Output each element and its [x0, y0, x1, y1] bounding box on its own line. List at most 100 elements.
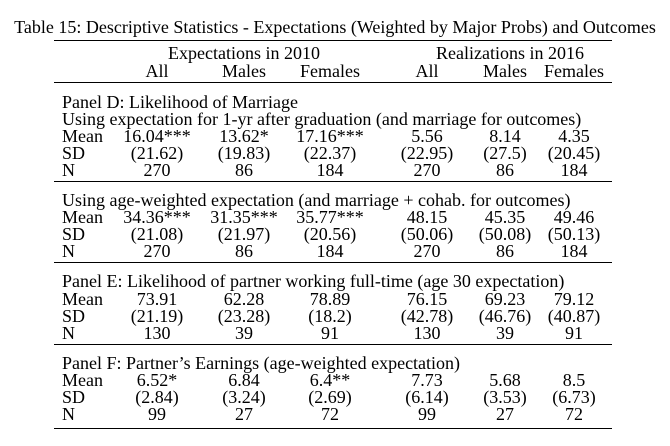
section-rule — [54, 181, 612, 182]
section-title: Panel D: Likelihood of Marriage — [62, 92, 298, 112]
table-cell: (50.13) — [547, 224, 601, 244]
table-cell: 7.73 — [411, 370, 443, 390]
row-label: Mean — [62, 207, 103, 227]
table-cell: (22.95) — [400, 143, 454, 163]
column-header: Females — [300, 61, 360, 81]
table-cell: 270 — [413, 241, 441, 261]
table-cell: 35.77*** — [296, 207, 364, 227]
table-cell: (6.14) — [405, 387, 449, 407]
table-cell: 86 — [235, 241, 253, 261]
row-label: Mean — [62, 126, 103, 146]
table-cell: 39 — [235, 323, 253, 343]
column-header: All — [415, 61, 439, 81]
table-cell: (20.45) — [547, 143, 601, 163]
table-cell: 8.14 — [489, 126, 521, 146]
table-cell: 99 — [418, 404, 436, 424]
table-cell: 86 — [496, 160, 514, 180]
table-cell: (42.78) — [400, 306, 454, 326]
table-cell: 45.35 — [484, 207, 526, 227]
row-label: Mean — [62, 370, 103, 390]
section-title: Panel F: Partner’s Earnings (age-weighte… — [62, 353, 461, 373]
table-cell: 34.36*** — [123, 207, 191, 227]
table-cell: (23.28) — [217, 306, 271, 326]
row-label: N — [62, 323, 75, 343]
section-rule — [54, 262, 612, 263]
section-rule — [54, 344, 612, 345]
table-cell: (6.73) — [552, 387, 596, 407]
column-header: Females — [544, 61, 604, 81]
table-cell: 270 — [143, 241, 171, 261]
table-cell: 16.04*** — [123, 126, 191, 146]
table-cell: (3.53) — [483, 387, 527, 407]
row-label: SD — [62, 143, 86, 163]
table-cell: 79.12 — [553, 289, 595, 309]
table-cell: (21.08) — [130, 224, 184, 244]
row-label: N — [62, 241, 75, 261]
table-cell: 72 — [321, 404, 339, 424]
table-cell: (50.08) — [478, 224, 532, 244]
table-cell: 27 — [496, 404, 514, 424]
header-rule — [54, 82, 612, 83]
table-cell: 48.15 — [406, 207, 448, 227]
table-cell: (2.84) — [135, 387, 179, 407]
table-cell: 62.28 — [223, 289, 265, 309]
table-cell: (20.56) — [303, 224, 357, 244]
table-cell: (46.76) — [478, 306, 532, 326]
table-cell: 39 — [496, 323, 514, 343]
table-cell: 184 — [316, 160, 344, 180]
table-cell: 130 — [413, 323, 441, 343]
table-cell: 8.5 — [562, 370, 586, 390]
column-header: All — [145, 61, 169, 81]
table-cell: (21.19) — [130, 306, 184, 326]
table-cell: 270 — [413, 160, 441, 180]
section-title: Panel E: Likelihood of partner working f… — [62, 271, 565, 291]
section-title: Using age-weighted expectation (and marr… — [62, 190, 571, 210]
table-cell: 5.68 — [489, 370, 521, 390]
table-cell: 99 — [148, 404, 166, 424]
table-cell: 184 — [316, 241, 344, 261]
table-cell: 49.46 — [553, 207, 595, 227]
table-cell: 6.52* — [136, 370, 178, 390]
table-cell: 72 — [565, 404, 583, 424]
group-header-expectations: Expectations in 2010 — [168, 43, 320, 63]
table-cell: 5.56 — [411, 126, 443, 146]
table-cell: 130 — [143, 323, 171, 343]
column-header: Males — [222, 61, 266, 81]
row-label: SD — [62, 387, 86, 407]
group-header-realizations: Realizations in 2016 — [436, 43, 584, 63]
table-cell: 4.35 — [558, 126, 590, 146]
table-caption: Table 15: Descriptive Statistics - Expec… — [14, 17, 656, 37]
table-cell: 31.35*** — [210, 207, 278, 227]
table-cell: 91 — [565, 323, 583, 343]
table-cell: 73.91 — [136, 289, 178, 309]
table-cell: (21.97) — [217, 224, 271, 244]
row-label: SD — [62, 224, 86, 244]
table-cell: (50.06) — [400, 224, 454, 244]
table-cell: 13.62* — [219, 126, 269, 146]
table-cell: 6.84 — [228, 370, 260, 390]
row-label: N — [62, 404, 75, 424]
table-cell: 270 — [143, 160, 171, 180]
row-label: SD — [62, 306, 86, 326]
column-header: Males — [483, 61, 527, 81]
table-cell: 76.15 — [406, 289, 448, 309]
table-cell: 17.16*** — [296, 126, 364, 146]
table-cell: (40.87) — [547, 306, 601, 326]
row-label: N — [62, 160, 75, 180]
table-cell: (22.37) — [303, 143, 357, 163]
table-cell: (2.69) — [308, 387, 352, 407]
table-cell: 184 — [560, 241, 588, 261]
table-cell: 91 — [321, 323, 339, 343]
table-cell: (3.24) — [222, 387, 266, 407]
top-rule — [54, 40, 612, 41]
table-cell: (21.62) — [130, 143, 184, 163]
table-cell: (18.2) — [308, 306, 352, 326]
table-cell: (27.5) — [483, 143, 527, 163]
section-subtitle: Using expectation for 1-yr after graduat… — [62, 109, 582, 129]
row-label: Mean — [62, 289, 103, 309]
table-cell: 69.23 — [484, 289, 526, 309]
bottom-rule — [54, 428, 612, 429]
table-cell: (19.83) — [217, 143, 271, 163]
table-cell: 86 — [235, 160, 253, 180]
table-cell: 6.4** — [309, 370, 351, 390]
